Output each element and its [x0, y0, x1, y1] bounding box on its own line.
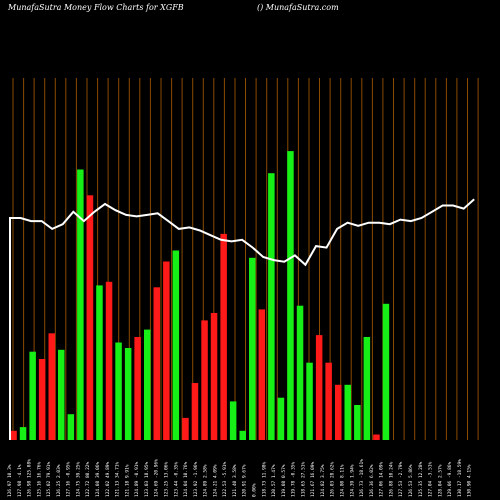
bar-green [144, 329, 151, 440]
x-tick-label: 127.06 14.09% [379, 461, 385, 497]
x-tick-label: 121.67 16.09% [310, 461, 316, 497]
watermark-text: () MunafaSutra.com [257, 3, 339, 12]
bar-red [134, 337, 141, 440]
x-tick-label: 124.21 4.09% [212, 464, 218, 497]
x-tick-label: 129.06 -9.86% [447, 461, 453, 497]
x-tick-label: 126.97 10.3% [7, 464, 13, 497]
bar-red [373, 434, 380, 440]
bar-green [239, 430, 246, 440]
bar-green [296, 305, 304, 440]
x-tick-label: 124.82 3.75% [320, 464, 326, 497]
bar-red [10, 430, 17, 440]
x-tick-label: 122.53 -5.91% [222, 461, 228, 497]
bar-red [315, 335, 323, 440]
bar-green [96, 285, 103, 440]
bar-red [335, 384, 342, 440]
bar-green [277, 397, 285, 440]
x-tick-label: 124.04 10.76% [183, 461, 189, 497]
x-tick-label: 124.75 39.25% [76, 461, 82, 497]
bar-green [29, 351, 36, 440]
x-tick-label: 124.69 -20.96% [154, 459, 160, 497]
chart-header: MunafaSutra Money Flow Charts for XGFB (… [0, 0, 500, 18]
x-tick-label: 126.98 125.08% [27, 459, 33, 497]
bar-red [163, 261, 170, 440]
x-tick-label: 118.65 27.51% [300, 461, 306, 497]
x-tick-label: 127.53 -2.79% [398, 461, 404, 497]
x-tick-label: 125.02 79.91% [46, 461, 52, 497]
bar-green [229, 401, 237, 440]
chart-title: MunafaSutra Money Flow Charts for XGFB [8, 3, 184, 12]
x-tick-label: 122.02 49.89% [105, 461, 111, 497]
x-tick-label: 126.73 -18.61% [359, 459, 365, 497]
x-tick-label: 123.03 18.95% [144, 461, 150, 497]
x-tick-label: 123.92 -1.96% [193, 461, 199, 497]
x-tick-label: 130.17 -18.59% [457, 459, 463, 497]
bar-green [354, 405, 361, 440]
x-tick-label: 124.08 39.06% [95, 461, 101, 497]
x-tick-label: 0.00% [252, 483, 258, 497]
bar-red [38, 359, 46, 440]
bar-green [77, 169, 84, 440]
bar-red [210, 313, 218, 440]
x-tick-label: 124.89 2.58% [203, 464, 209, 497]
bar-green [249, 257, 256, 440]
x-tick-label: 121.18 9.91% [124, 464, 130, 497]
x-tick-label: 125.35 12.28% [418, 461, 424, 497]
bar-green [268, 173, 275, 440]
price-line [9, 198, 475, 440]
x-tick-labels: 126.97 10.3% 127.98 -4.1% 126.98 125.08% 12… [7, 459, 473, 497]
bar-green [19, 427, 27, 440]
x-tick-label: 121.13 34.71% [115, 461, 121, 497]
x-tick-label: 119.08 0.57% [281, 464, 287, 497]
bar-green [306, 362, 313, 440]
x-tick-label: 119.78 -0.35% [291, 461, 297, 497]
x-tick-label: 121.40 3.58% [232, 464, 238, 497]
x-tick-label: 126.88 10.24% [388, 461, 394, 497]
bar-red [258, 309, 266, 440]
bar-red [325, 362, 332, 440]
x-tick-label: 120.91 9.67% [242, 464, 248, 497]
bar-green [382, 303, 390, 440]
bar-red [191, 383, 199, 440]
x-tick-label: 123.25 13.06% [164, 461, 170, 497]
bar-series [10, 151, 390, 440]
bar-red [48, 333, 55, 440]
bar-red [153, 287, 160, 440]
x-tick-label: 123.44 -0.35% [173, 461, 179, 497]
bar-green [344, 384, 351, 440]
x-tick-label: 127.04 -3.51% [428, 461, 434, 497]
bar-red [105, 281, 113, 440]
bar-red [182, 417, 189, 440]
x-tick-label: 126.36 6.02% [369, 464, 375, 497]
x-tick-label: 125.16 16.76% [36, 461, 42, 497]
x-tick-label: 118.73 11.98% [261, 461, 267, 497]
bar-green [287, 151, 294, 440]
x-tick-label: 128.04 2.57% [437, 464, 443, 497]
x-tick-label: 124.89 -0.91% [134, 461, 140, 497]
x-tick-label: 126.25 2.03% [56, 464, 62, 497]
bar-green [363, 337, 371, 440]
x-tick-label: 126.03 28.62% [330, 461, 336, 497]
bar-green [67, 414, 75, 440]
bar-green [124, 348, 132, 440]
x-tick-label: 122.72 80.22% [85, 461, 91, 497]
x-tick-label: 124.39 1.94% [349, 464, 355, 497]
x-tick-label: 127.16 -0.95% [66, 461, 72, 497]
bar-red [86, 195, 94, 440]
bar-red [220, 233, 227, 440]
x-tick-label: 120.57 1.47% [271, 464, 277, 497]
x-tick-label: 124.80 8.11% [340, 464, 346, 497]
x-tick-label: 127.98 -4.1% [17, 464, 23, 497]
bar-green [58, 349, 65, 440]
bar-green [172, 250, 180, 440]
bar-green [115, 342, 122, 440]
bar-red [201, 320, 208, 440]
x-tick-label: 130.90 4.15% [467, 464, 473, 497]
x-tick-label: 126.53 5.86% [408, 464, 414, 497]
